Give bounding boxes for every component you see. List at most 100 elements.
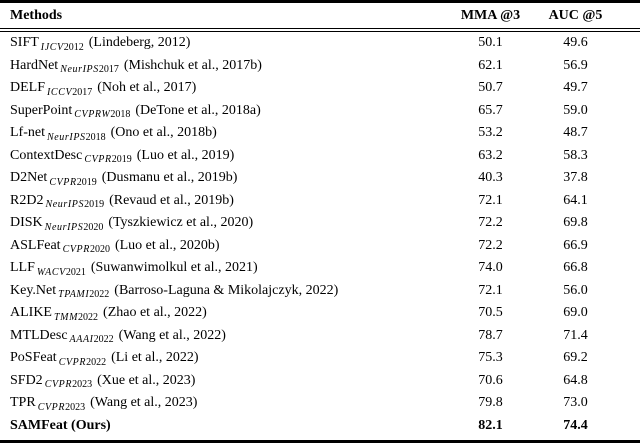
method-name: HardNet [10, 57, 59, 73]
venue-name: NeurIPS [60, 64, 99, 74]
venue-name: AAAI [69, 334, 94, 344]
citation: (Lindeberg, 2012) [88, 35, 191, 51]
method-cell: MTLDesc AAAI2022 (Wang et al., 2022) [0, 328, 448, 344]
method-cell: ContextDesc CVPR2019 (Luo et al., 2019) [0, 148, 448, 164]
method-cell: ASLFeat CVPR2020 (Luo et al., 2020b) [0, 238, 448, 254]
auc-cell: 71.4 [563, 327, 588, 343]
venue-year: 2018 [110, 109, 131, 119]
venue-subscript: CVPR2019 [84, 154, 131, 164]
venue-name: CVPR [37, 401, 66, 412]
venue-year: 2022 [86, 356, 107, 367]
citation: (Ono et al., 2018b) [110, 125, 217, 141]
auc-cell: 64.8 [563, 372, 588, 388]
venue-year: 2022 [78, 311, 99, 322]
mma-cell: 72.1 [478, 192, 503, 208]
mma-cell: 50.1 [478, 35, 503, 51]
table-header-row: Methods MMA @3 AUC @5 [0, 3, 640, 28]
venue-name: NeurIPS [45, 199, 85, 209]
citation: (Barroso-Laguna & Mikolajczyk, 2022) [114, 282, 339, 298]
mma-cell: 72.2 [478, 215, 503, 231]
venue-name: NeurIPS [44, 221, 84, 232]
method-name: LLF [10, 260, 35, 276]
table-row: DELF ICCV2017 (Noh et al., 2017) 50.7 49.7 [0, 77, 640, 100]
column-header-methods: Methods [10, 7, 63, 23]
table-row: SuperPoint CVPRW2018 (DeTone et al., 2018a… [0, 100, 640, 123]
venue-year: 2022 [89, 289, 110, 299]
method-name: ContextDesc [10, 147, 83, 163]
venue-subscript: AAAI2022 [70, 334, 114, 344]
auc-cell: 49.7 [563, 80, 588, 96]
venue-year: 2023 [72, 379, 93, 389]
citation: (Wang et al., 2023) [90, 395, 198, 411]
venue-year: 2019 [76, 176, 97, 187]
mma-cell: 62.1 [478, 57, 503, 73]
venue-subscript: NeurIPS2019 [45, 199, 104, 209]
auc-cell: 69.2 [563, 350, 588, 366]
venue-year: 2018 [85, 131, 106, 142]
table-row: ALIKE TMM2022 (Zhao et al., 2022) 70.5 69.… [0, 302, 640, 325]
venue-subscript: TMM2022 [54, 312, 98, 322]
citation: (DeTone et al., 2018a) [135, 102, 261, 118]
auc-cell: 49.6 [563, 35, 588, 51]
venue-year: 2017 [98, 64, 119, 74]
venue-year: 2022 [93, 334, 114, 344]
auc-cell: 69.0 [563, 305, 588, 321]
venue-name: TMM [54, 311, 79, 322]
venue-subscript: TPAMI2022 [58, 289, 109, 299]
citation: (Xue et al., 2023) [97, 372, 196, 388]
table-row: Key.Net TPAMI2022 (Barroso-Laguna & Mikola… [0, 280, 640, 303]
venue-subscript: IJCV2012 [41, 42, 84, 52]
venue-subscript: CVPR2023 [38, 402, 85, 412]
mma-cell: 78.7 [478, 327, 503, 343]
venue-year: 2021 [65, 266, 86, 277]
venue-subscript: ICCV2017 [47, 87, 92, 97]
citation: (Mishchuk et al., 2017b) [123, 57, 262, 73]
method-cell: PoSFeat CVPR2022 (Li et al., 2022) [0, 350, 448, 366]
venue-name: CVPR [44, 379, 73, 389]
method-name: SAMFeat (Ours) [10, 417, 111, 433]
method-name: R2D2 [10, 192, 44, 208]
method-cell: R2D2 NeurIPS2019 (Revaud et al., 2019b) [0, 193, 448, 209]
venue-year: 2017 [72, 86, 93, 97]
venue-subscript: NeurIPS2018 [47, 132, 106, 142]
method-cell: SAMFeat (Ours) [0, 418, 448, 434]
table-row: HardNet NeurIPS2017 (Mishchuk et al., 2017… [0, 55, 640, 78]
method-name: TPR [10, 395, 36, 411]
citation: (Dusmanu et al., 2019b) [101, 170, 238, 186]
citation: (Luo et al., 2020b) [114, 237, 220, 253]
mma-cell: 53.2 [478, 125, 503, 141]
auc-cell: 59.0 [563, 102, 588, 118]
citation: (Tyszkiewicz et al., 2020) [108, 215, 254, 231]
method-name: ALIKE [10, 305, 52, 321]
venue-year: 2019 [111, 154, 132, 164]
method-cell: Key.Net TPAMI2022 (Barroso-Laguna & Mikola… [0, 283, 448, 299]
mma-cell: 65.7 [478, 102, 503, 118]
method-name: DISK [10, 215, 43, 231]
citation: (Wang et al., 2022) [118, 327, 226, 343]
table-row: ASLFeat CVPR2020 (Luo et al., 2020b) 72.2 … [0, 235, 640, 258]
top-rule [0, 0, 640, 3]
mma-cell: 82.1 [478, 417, 503, 433]
method-cell: D2Net CVPR2019 (Dusmanu et al., 2019b) [0, 170, 448, 186]
method-cell: SuperPoint CVPRW2018 (DeTone et al., 2018a… [0, 103, 448, 119]
method-cell: SIFT IJCV2012 (Lindeberg, 2012) [0, 35, 448, 51]
table-row: D2Net CVPR2019 (Dusmanu et al., 2019b) 40.… [0, 167, 640, 190]
venue-name: CVPR [84, 154, 112, 164]
method-cell: SFD2 CVPR2023 (Xue et al., 2023) [0, 373, 448, 389]
auc-cell: 56.9 [563, 57, 588, 73]
method-cell: DISK NeurIPS2020 (Tyszkiewicz et al., 2020… [0, 215, 448, 231]
auc-cell: 64.1 [563, 192, 588, 208]
method-name: SIFT [10, 35, 39, 51]
auc-cell: 48.7 [563, 125, 588, 141]
venue-year: 2023 [65, 401, 86, 412]
venue-name: NeurIPS [46, 131, 86, 142]
auc-cell: 66.9 [563, 237, 588, 253]
venue-subscript: CVPR2022 [59, 357, 106, 367]
citation: (Zhao et al., 2022) [103, 305, 207, 321]
method-name: Key.Net [10, 282, 57, 298]
method-cell: DELF ICCV2017 (Noh et al., 2017) [0, 80, 448, 96]
bottom-rule [0, 440, 640, 443]
table-row: SAMFeat (Ours) 82.1 74.4 [0, 415, 640, 438]
method-cell: LLF WACV2021 (Suwanwimolkul et al., 2021) [0, 260, 448, 276]
table-row: LLF WACV2021 (Suwanwimolkul et al., 2021) … [0, 257, 640, 280]
